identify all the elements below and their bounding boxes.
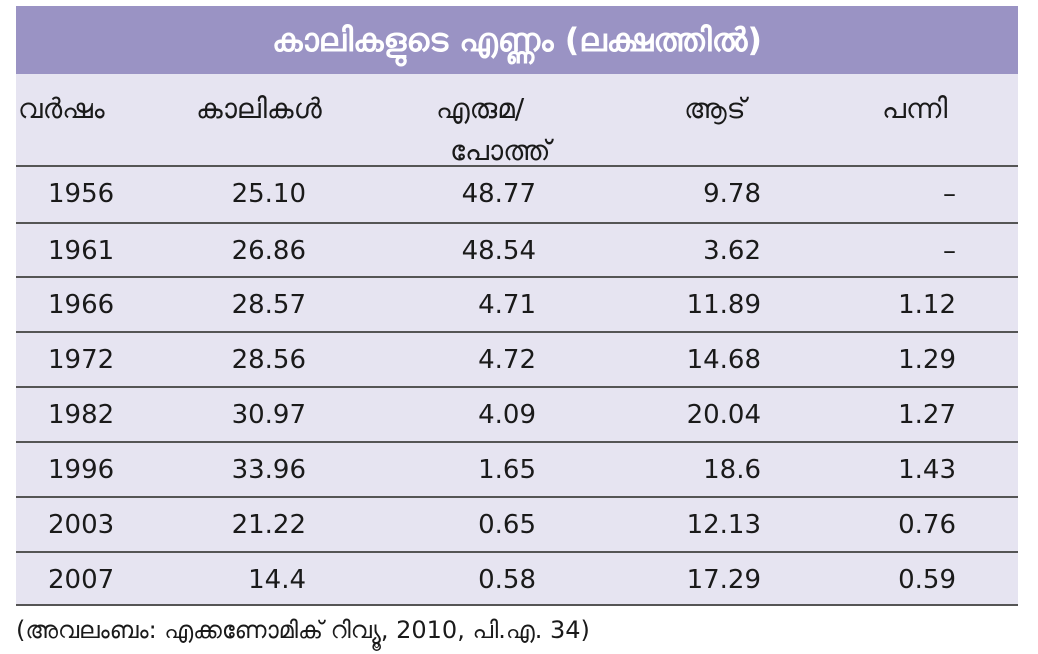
cell-buffalo: 4.09 — [478, 400, 536, 430]
cell-goat: 12.13 — [686, 510, 761, 540]
cell-buffalo: 1.65 — [478, 455, 536, 485]
row-divider — [16, 386, 1018, 388]
header-goat: ആട് — [684, 92, 746, 125]
cell-goat: 14.68 — [686, 345, 761, 375]
cell-year: 1956 — [48, 179, 115, 209]
cell-pig: 0.76 — [898, 510, 956, 540]
header-buffalo: എരുമ/ പോത്ത് — [436, 88, 551, 172]
header-buffalo-line1: എരുമ/ — [436, 92, 525, 125]
row-divider — [16, 496, 1018, 498]
cell-pig: 1.12 — [898, 290, 956, 320]
table-title: കാലികളുടെ എണ്ണം (ലക്ഷത്തിൽ) — [16, 6, 1018, 74]
cell-cattle: 21.22 — [231, 510, 306, 540]
cell-pig: 1.29 — [898, 345, 956, 375]
cell-goat: 11.89 — [686, 290, 761, 320]
cell-pig: – — [943, 236, 956, 266]
row-divider — [16, 441, 1018, 443]
table-row: 1961 26.86 48.54 3.62 – — [16, 224, 1018, 279]
cell-cattle: 26.86 — [231, 236, 306, 266]
cell-buffalo: 0.65 — [478, 510, 536, 540]
table-row: 1982 30.97 4.09 20.04 1.27 — [16, 388, 1018, 443]
cell-goat: 18.6 — [703, 455, 761, 485]
cell-year: 1982 — [48, 400, 115, 430]
cell-pig: – — [943, 179, 956, 209]
header-buffalo-line2: പോത്ത് — [450, 134, 551, 167]
table-row: 1972 28.56 4.72 14.68 1.29 — [16, 333, 1018, 388]
table-bottom-rule — [16, 604, 1018, 606]
cell-pig: 1.27 — [898, 400, 956, 430]
table-panel: കാലികളുടെ എണ്ണം (ലക്ഷത്തിൽ) വർഷം കാലികൾ … — [16, 6, 1018, 606]
cell-buffalo: 0.58 — [478, 565, 536, 595]
cell-year: 1961 — [48, 236, 115, 266]
table-row: 1956 25.10 48.77 9.78 – — [16, 167, 1018, 222]
cell-year: 1966 — [48, 290, 115, 320]
row-divider — [16, 222, 1018, 224]
cell-buffalo: 48.77 — [461, 179, 536, 209]
cell-year: 2007 — [48, 565, 115, 595]
cell-cattle: 25.10 — [231, 179, 306, 209]
cell-buffalo: 4.72 — [478, 345, 536, 375]
cell-cattle: 28.56 — [231, 345, 306, 375]
header-cattle: കാലികൾ — [196, 92, 322, 125]
cell-cattle: 30.97 — [231, 400, 306, 430]
cell-buffalo: 4.71 — [478, 290, 536, 320]
cell-year: 2003 — [48, 510, 115, 540]
row-divider — [16, 331, 1018, 333]
table-row: 1966 28.57 4.71 11.89 1.12 — [16, 278, 1018, 333]
table-row: 1996 33.96 1.65 18.6 1.43 — [16, 443, 1018, 498]
header-divider — [16, 165, 1018, 167]
cell-cattle: 14.4 — [248, 565, 306, 595]
cell-goat: 9.78 — [703, 179, 761, 209]
cell-buffalo: 48.54 — [461, 236, 536, 266]
cell-pig: 1.43 — [898, 455, 956, 485]
cell-goat: 3.62 — [703, 236, 761, 266]
cell-cattle: 33.96 — [231, 455, 306, 485]
cell-year: 1972 — [48, 345, 115, 375]
row-divider — [16, 551, 1018, 553]
header-pig: പന്നി — [882, 92, 948, 125]
header-year: വർഷം — [18, 92, 105, 125]
source-note: (അവലംബം: എക്കണോമിക് റിവ്യൂ, 2010, പി.എ. … — [16, 616, 590, 644]
cell-year: 1996 — [48, 455, 115, 485]
row-divider — [16, 276, 1018, 278]
cell-pig: 0.59 — [898, 565, 956, 595]
cell-cattle: 28.57 — [231, 290, 306, 320]
table-row: 2003 21.22 0.65 12.13 0.76 — [16, 498, 1018, 553]
cell-goat: 20.04 — [686, 400, 761, 430]
table-row: 2007 14.4 0.58 17.29 0.59 — [16, 553, 1018, 608]
cell-goat: 17.29 — [686, 565, 761, 595]
